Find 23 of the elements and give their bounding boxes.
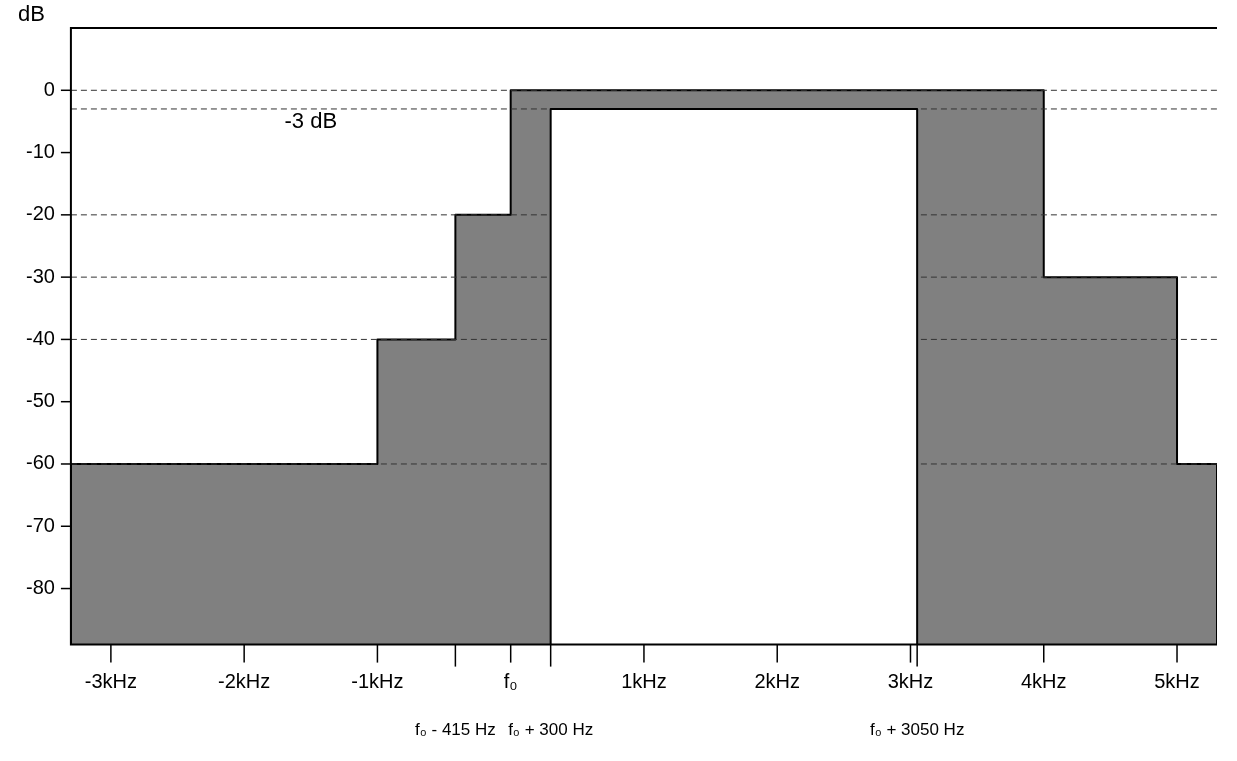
x-tick-label: 4kHz <box>1020 670 1067 693</box>
x2-tick-label: f₀ + 300 Hz <box>508 720 594 740</box>
y-tick-label: -70 <box>26 513 55 536</box>
x-tick-label: f₀ <box>503 670 518 693</box>
x2-tick-label: f₀ + 3050 Hz <box>869 720 965 740</box>
x-tick-label: -1kHz <box>351 670 404 693</box>
annotation: -3 dB <box>284 108 338 134</box>
y-tick-label: 0 <box>43 77 55 100</box>
x-tick-label: 3kHz <box>887 670 934 693</box>
x-tick-label: 5kHz <box>1154 670 1200 693</box>
y-tick-label: -50 <box>26 389 55 412</box>
y-tick-label: -40 <box>26 326 55 349</box>
x-tick-label: -3kHz <box>84 670 137 693</box>
y-axis-title: dB <box>18 1 45 27</box>
y-tick-label: -80 <box>26 576 55 599</box>
y-tick-label: -30 <box>26 264 55 287</box>
x2-tick-label: f₀ - 415 Hz <box>415 720 496 740</box>
y-tick-label: -60 <box>26 451 55 474</box>
x-tick-label: -2kHz <box>218 670 271 693</box>
y-tick-label: -20 <box>26 202 55 225</box>
x-tick-label: 2kHz <box>754 670 801 693</box>
y-tick-label: -10 <box>26 140 55 163</box>
x-tick-label: 1kHz <box>621 670 667 693</box>
